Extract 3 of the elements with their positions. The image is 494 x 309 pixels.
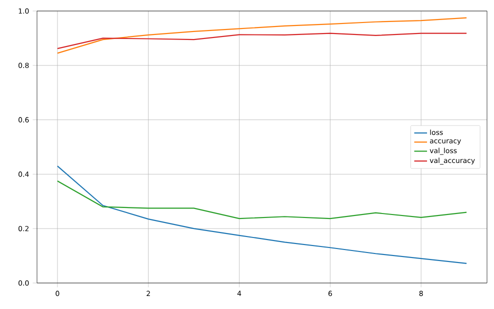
line-series: [56, 32, 468, 50]
line-series: [56, 180, 468, 220]
line-series: [56, 17, 468, 54]
